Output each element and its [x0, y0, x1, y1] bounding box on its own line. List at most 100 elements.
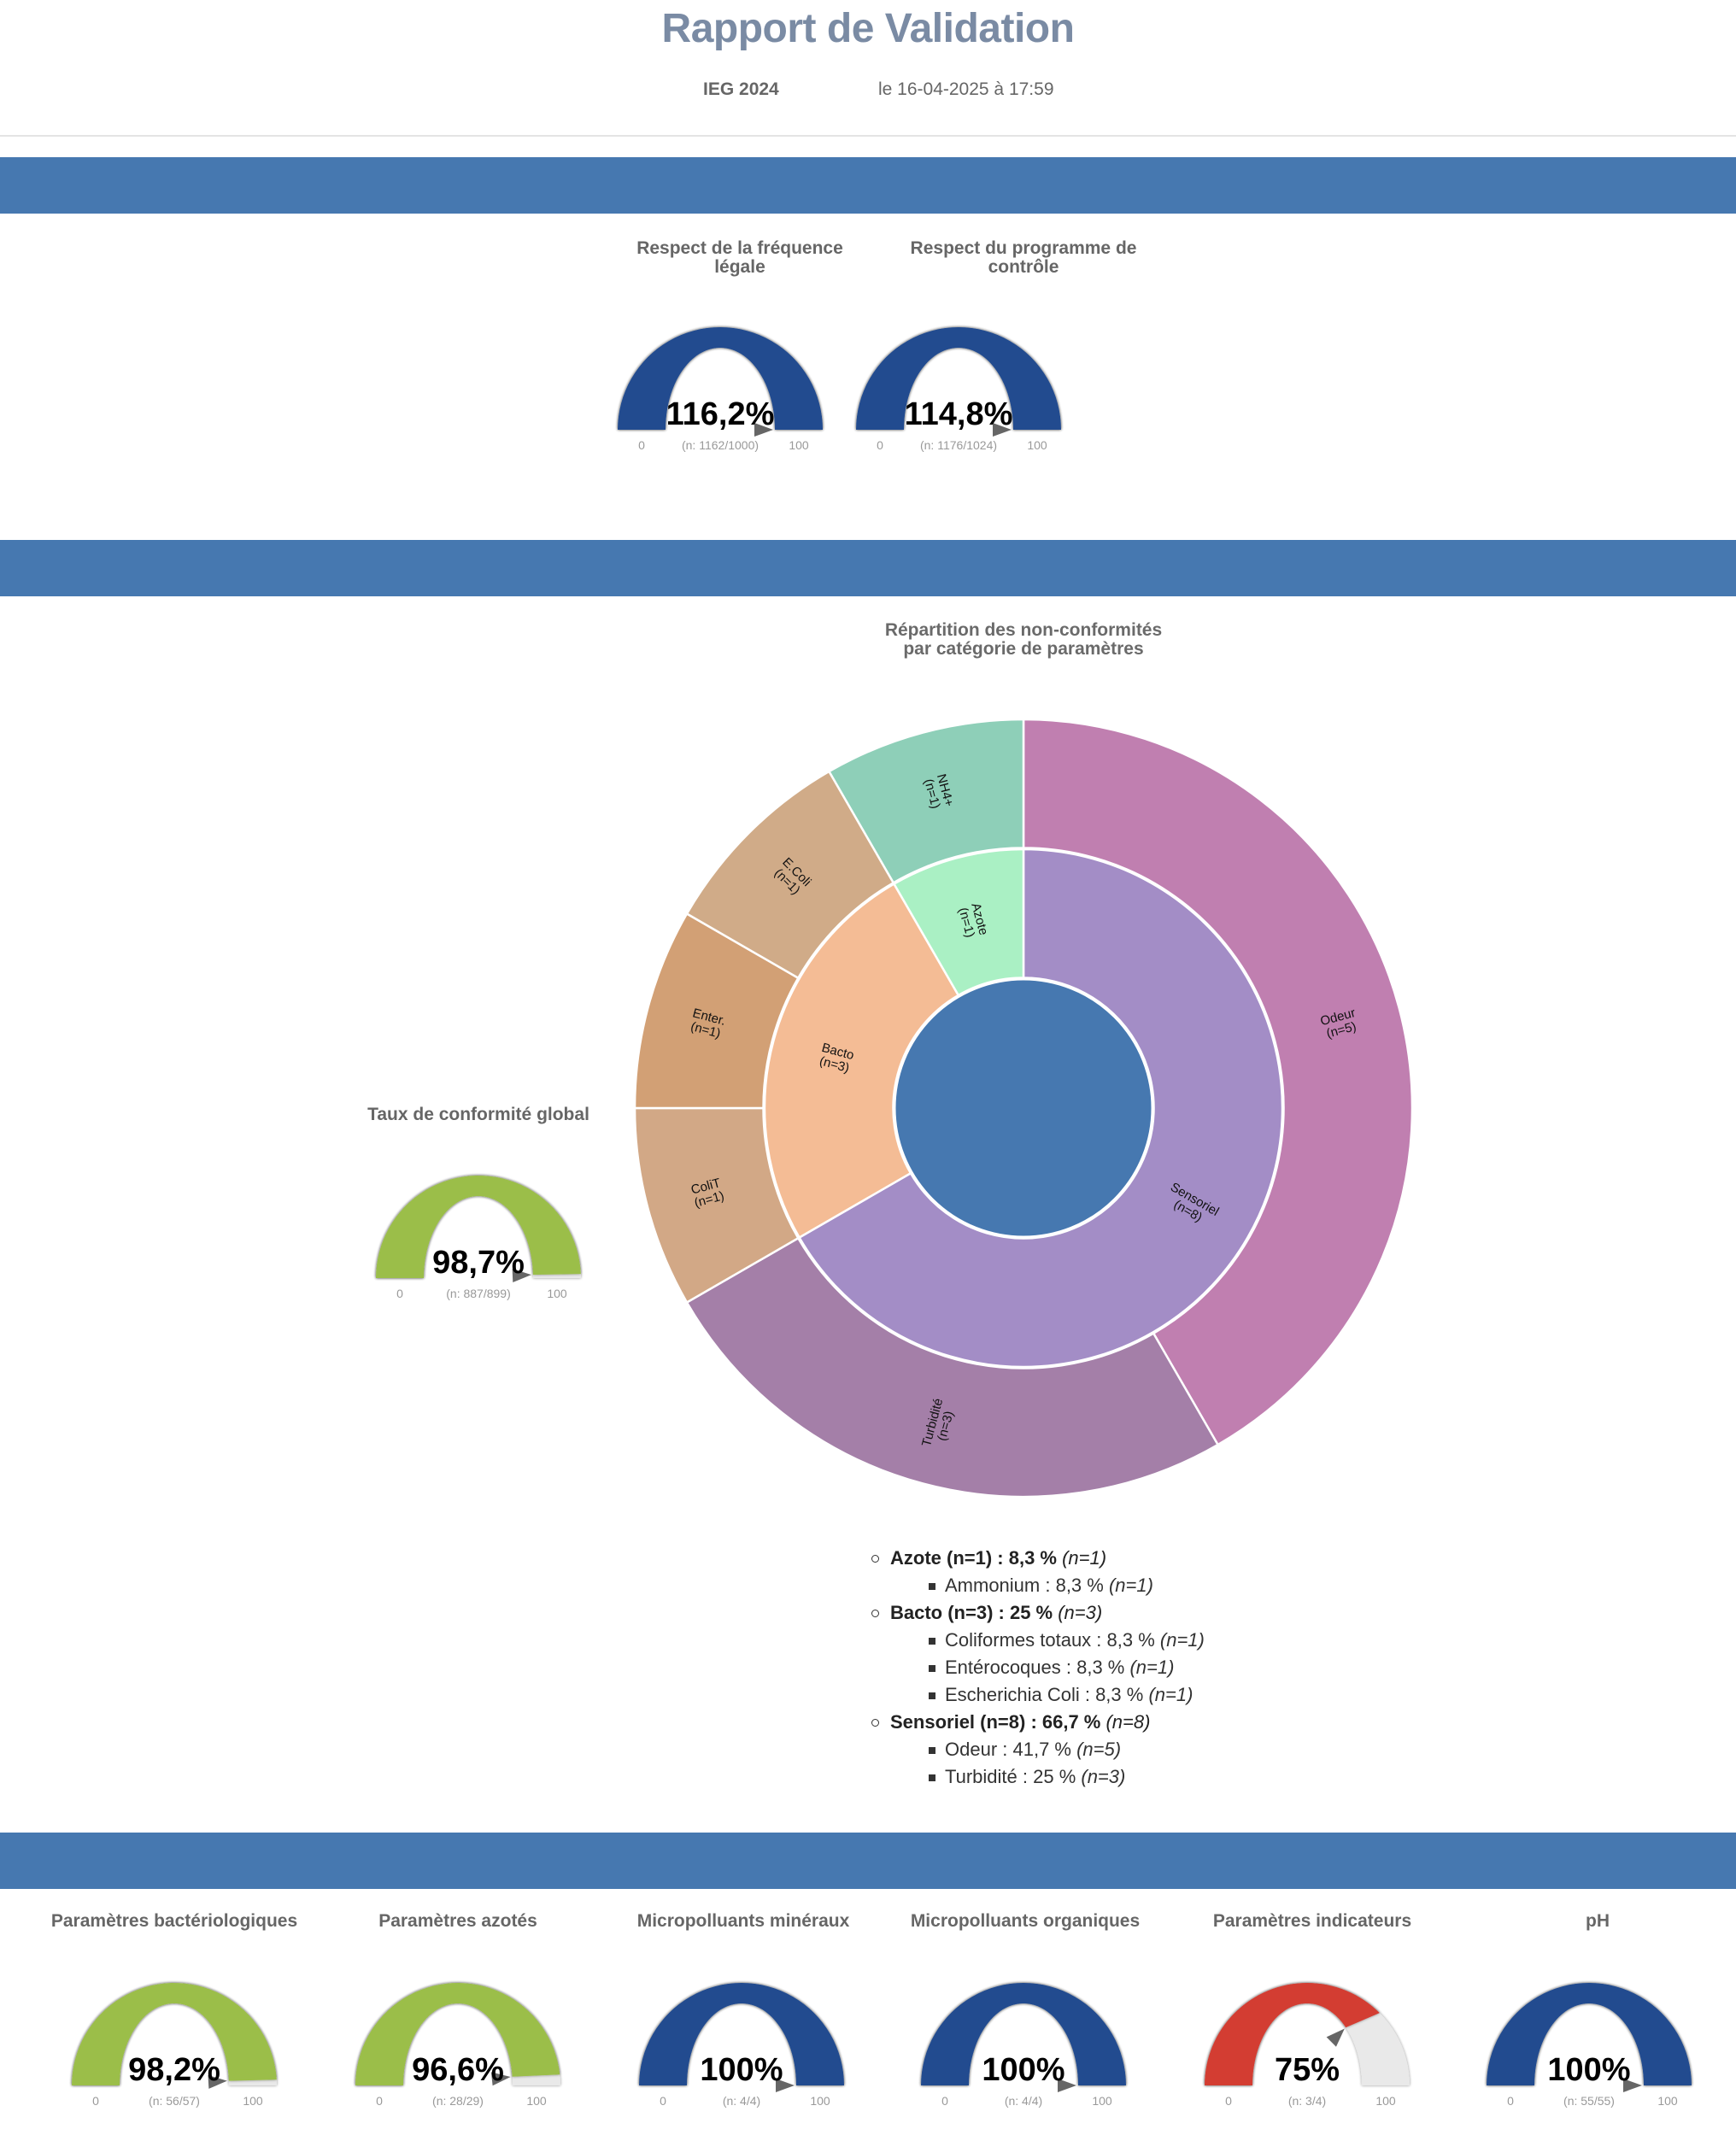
legend-subitem-label: Ammonium : 8,3 %: [945, 1575, 1109, 1596]
sunburst-title: Répartition des non-conformités par caté…: [884, 620, 1163, 659]
gauge-title-ph: pH: [1586, 1911, 1610, 1931]
gauge-min-label: 0: [1507, 2094, 1514, 2108]
gauge-title-global: Taux de conformité global: [367, 1105, 589, 1124]
legend-subitem: Turbidité : 25 % (n=3): [863, 1763, 1205, 1791]
gauge-value-arc: [1487, 1983, 1692, 2085]
sunburst-slice-bacto-label: Bacto(n=3): [817, 1041, 856, 1076]
gauge-max-label: 100: [1027, 438, 1047, 452]
sunburst-slice-bacto[interactable]: [763, 883, 959, 1239]
gauge-detail: (n: 1176/1024): [920, 438, 997, 452]
sunburst-slice-nh4[interactable]: [828, 718, 1025, 884]
gauge-pointer-icon: [1326, 2028, 1345, 2047]
sunburst-slice-odeur[interactable]: [1022, 718, 1414, 1446]
gauge-max-label: 100: [1092, 2094, 1112, 2108]
legend-subitem-label: Coliformes totaux : 8,3 %: [945, 1629, 1160, 1651]
gauge-value-arc: [856, 327, 1061, 430]
section-bar-conformite: [0, 540, 1736, 596]
gauge-indicateurs: 75% (n: 3/4) 0 100: [1205, 1983, 1410, 2108]
gauge-value-arc: [1205, 1983, 1380, 2085]
gauge-max-label: 100: [789, 438, 809, 452]
legend-subitem: Escherichia Coli : 8,3 % (n=1): [863, 1681, 1205, 1709]
sunburst-slice-turbidit[interactable]: [685, 1237, 1219, 1499]
sunburst-legend: Azote (n=1) : 8,3 % (n=1) Ammonium : 8,3 …: [863, 1545, 1205, 1791]
gauge-title-azotes: Paramètres azotés: [378, 1911, 537, 1931]
gauge-value: 98,2%: [128, 2052, 220, 2088]
gauge-title-indicateurs: Paramètres indicateurs: [1212, 1911, 1412, 1931]
gauge-max-label: 100: [547, 1287, 567, 1300]
gauge-value: 100%: [982, 2052, 1064, 2088]
gauge-pointer-icon: [512, 1269, 531, 1283]
gauge-value: 96,6%: [412, 2052, 504, 2088]
gauge-max-label: 100: [810, 2094, 830, 2108]
gauge-min-label: 0: [376, 2094, 383, 2108]
gauge-value: 116,2%: [666, 396, 775, 432]
gauge-pointer-icon: [490, 2072, 511, 2086]
gauge-detail: (n: 56/57): [149, 2094, 200, 2108]
sunburst-slice-sensoriel[interactable]: [798, 847, 1284, 1369]
legend-item-count: (n=8): [1106, 1711, 1151, 1733]
gauge-title-prog: Respect du programme de contrôle: [910, 238, 1137, 277]
gauge-pointer-icon: [776, 2079, 795, 2092]
gauge-value: 98,7%: [432, 1245, 525, 1281]
section-bar-categories: [0, 1833, 1736, 1889]
gauge-value-arc: [921, 1983, 1126, 2085]
gauge-max-label: 100: [1657, 2094, 1678, 2108]
gauge-value-arc: [355, 1983, 560, 2085]
sunburst-chart: Sensoriel(n=8)Odeur(n=5)Turbidité(n=3)Ba…: [633, 718, 1414, 1499]
gauge-detail: (n: 887/899): [446, 1287, 511, 1300]
gauge-max-label: 100: [1375, 2094, 1396, 2108]
legend-subitem-count: (n=5): [1076, 1739, 1122, 1760]
gauge-value: 100%: [700, 2052, 783, 2088]
gauge-min-label: 0: [396, 1287, 403, 1300]
gauge-detail: (n: 55/55): [1563, 2094, 1615, 2108]
legend-subitem: Entérocoques : 8,3 % (n=1): [863, 1654, 1205, 1681]
gauge-mineraux: 100% (n: 4/4) 0 100: [639, 1983, 844, 2108]
legend-subitem-count: (n=1): [1108, 1575, 1153, 1596]
gauge-title-organiques: Micropolluants organiques: [910, 1911, 1141, 1931]
gauge-value: 75%: [1275, 2052, 1340, 2088]
legend-subitem-label: Odeur : 41,7 %: [945, 1739, 1077, 1760]
gauge-detail: (n: 28/29): [432, 2094, 484, 2108]
legend-subitem-count: (n=1): [1129, 1657, 1175, 1678]
gauge-min-label: 0: [1225, 2094, 1232, 2108]
header-divider: [0, 135, 1736, 137]
gauge-ph: 100% (n: 55/55) 0 100: [1487, 1983, 1692, 2108]
gauge-detail: (n: 4/4): [723, 2094, 760, 2108]
report-date: le 16-04-2025 à 17:59: [878, 79, 1054, 99]
gauge-global: 98,7% (n: 887/899) 0 100: [376, 1176, 581, 1300]
sunburst-root[interactable]: [893, 977, 1154, 1239]
gauge-value-arc: [639, 1983, 844, 2085]
legend-subitem: Odeur : 41,7 % (n=5): [863, 1736, 1205, 1763]
legend-subitem-count: (n=1): [1159, 1629, 1205, 1651]
legend-item-label: Azote (n=1) : 8,3 %: [890, 1547, 1063, 1569]
gauge-detail: (n: 1162/1000): [682, 438, 759, 452]
legend-item-label: Sensoriel (n=8) : 66,7 %: [890, 1711, 1106, 1733]
legend-item-label: Bacto (n=3) : 25 %: [890, 1602, 1059, 1623]
legend-subitem: Ammonium : 8,3 % (n=1): [863, 1572, 1205, 1599]
legend-item-count: (n=3): [1058, 1602, 1103, 1623]
gauge-pointer-icon: [208, 2074, 227, 2089]
gauge-title-freq: Respect de la fréquence légale: [636, 238, 843, 277]
gauge-azotes: 96,6% (n: 28/29) 0 100: [355, 1983, 560, 2108]
gauge-value-arc: [72, 1983, 277, 2085]
legend-item: Sensoriel (n=8) : 66,7 % (n=8): [863, 1709, 1205, 1736]
gauge-min-label: 0: [877, 438, 883, 452]
legend-item: Bacto (n=3) : 25 % (n=3): [863, 1599, 1205, 1627]
gauge-min-label: 0: [92, 2094, 99, 2108]
legend-subitem: Coliformes totaux : 8,3 % (n=1): [863, 1627, 1205, 1654]
gauge-max-label: 100: [526, 2094, 547, 2108]
gauge-bacterio: 98,2% (n: 56/57) 0 100: [72, 1983, 277, 2108]
gauge-min-label: 0: [660, 2094, 666, 2108]
gauge-min-label: 0: [941, 2094, 948, 2108]
gauge-value: 114,8%: [905, 396, 1013, 432]
sunburst-slice-azote[interactable]: [893, 847, 1025, 997]
gauge-max-label: 100: [243, 2094, 263, 2108]
gauge-organiques: 100% (n: 4/4) 0 100: [921, 1983, 1126, 2108]
gauge-value: 100%: [1547, 2052, 1630, 2088]
gauge-detail: (n: 4/4): [1005, 2094, 1042, 2108]
legend-subitem-label: Turbidité : 25 %: [945, 1766, 1082, 1787]
gauge-title-bacterio: Paramètres bactériologiques: [50, 1911, 298, 1931]
gauge-pointer-icon: [754, 423, 773, 437]
legend-subitem-count: (n=1): [1148, 1684, 1194, 1705]
